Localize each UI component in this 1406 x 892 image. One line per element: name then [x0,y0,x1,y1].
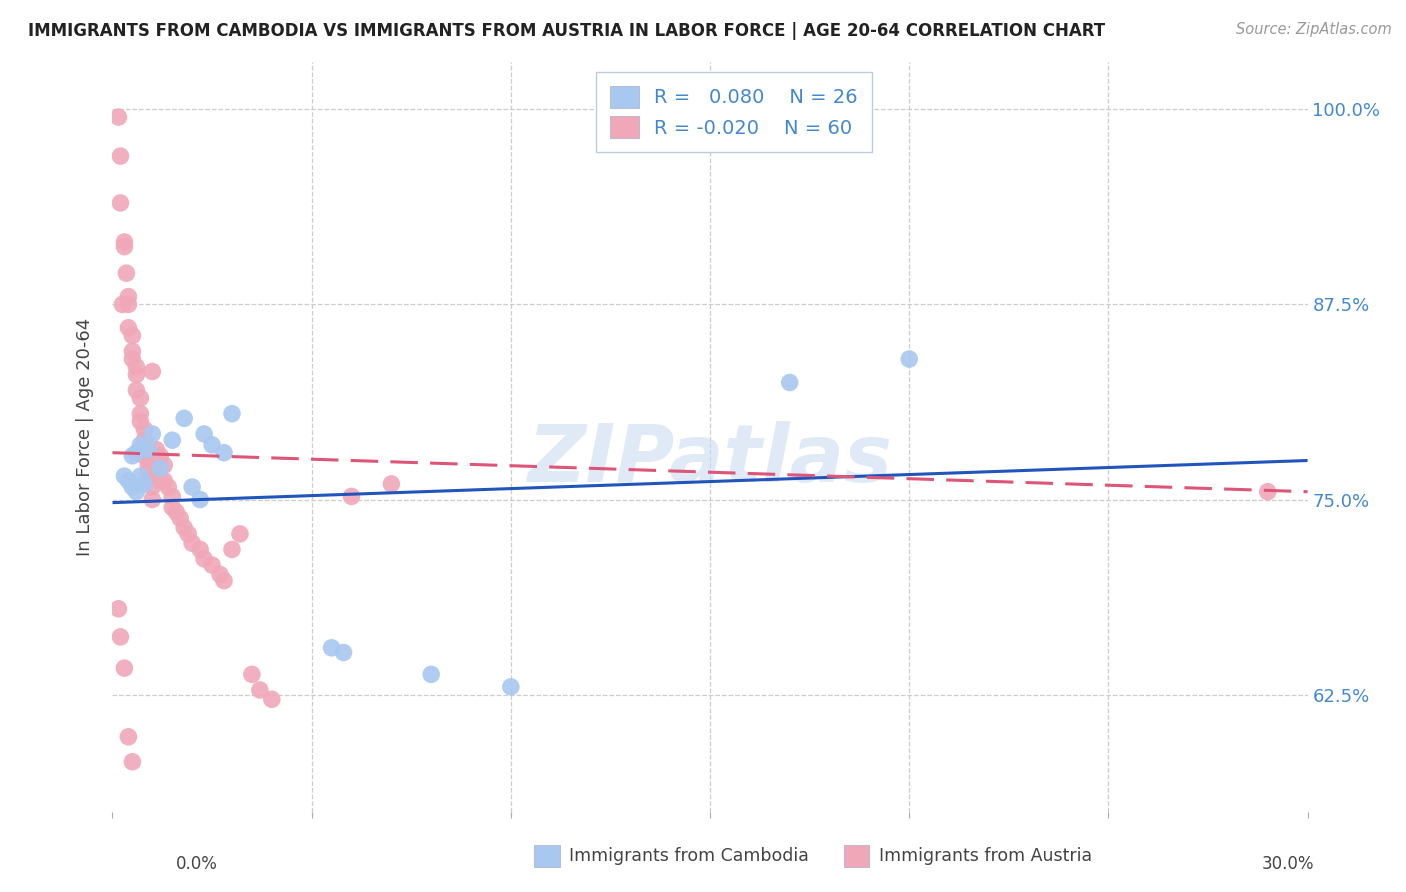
Point [162,489,183,503]
Point [129,391,152,405]
Point [121,344,143,359]
Point [149,474,172,488]
Point [110,149,132,163]
Point [321,640,343,655]
Point [249,683,271,698]
Point [117,289,139,303]
Point [121,449,143,463]
Point [165,505,187,519]
Point [134,476,156,491]
Text: Immigrants from Cambodia: Immigrants from Cambodia [569,847,810,865]
Point [149,449,172,463]
Point [121,328,143,343]
Point [499,680,522,694]
Point [125,484,148,499]
Point [115,266,138,280]
Point [157,480,180,494]
Point [117,321,139,335]
Point [114,235,135,249]
Point [141,492,163,507]
Y-axis label: In Labor Force | Age 20-64: In Labor Force | Age 20-64 [76,318,94,557]
Point [141,426,163,441]
Point [181,480,204,494]
Legend: R =   0.080    N = 26, R = -0.020    N = 60: R = 0.080 N = 26, R = -0.020 N = 60 [596,72,872,152]
Text: Immigrants from Austria: Immigrants from Austria [879,847,1092,865]
Point [110,195,132,210]
Point [129,407,152,421]
Point [138,458,160,473]
Point [188,492,211,507]
Point [173,411,195,425]
Point [138,465,160,479]
Point [153,458,176,473]
Point [212,574,235,588]
Point [260,692,283,706]
Point [162,434,183,448]
FancyBboxPatch shape [534,845,560,867]
Point [193,426,215,441]
Point [209,567,232,582]
Point [125,368,148,382]
Text: IMMIGRANTS FROM CAMBODIA VS IMMIGRANTS FROM AUSTRIA IN LABOR FORCE | AGE 20-64 C: IMMIGRANTS FROM CAMBODIA VS IMMIGRANTS F… [28,22,1105,40]
Point [114,240,135,254]
Point [193,551,215,566]
Point [173,521,195,535]
Point [121,755,143,769]
Point [117,730,139,744]
Point [332,645,354,659]
Point [129,469,152,483]
Point [107,110,129,124]
Point [177,526,200,541]
Point [153,474,176,488]
Point [201,558,224,573]
Point [117,474,139,488]
Point [134,434,156,448]
Point [121,480,143,494]
Point [420,667,443,681]
Point [221,407,243,421]
Point [114,661,135,675]
Point [117,297,139,311]
Point [1257,484,1279,499]
Point [141,364,163,378]
Text: Source: ZipAtlas.com: Source: ZipAtlas.com [1236,22,1392,37]
Point [107,602,129,616]
Point [125,445,148,460]
Text: 0.0%: 0.0% [176,855,218,872]
Point [240,667,263,681]
Text: ZIPatlas: ZIPatlas [527,420,893,499]
Point [380,476,402,491]
FancyBboxPatch shape [844,845,869,867]
Point [181,536,204,550]
Point [141,469,163,483]
Point [898,352,921,367]
Point [162,500,183,515]
Point [149,461,172,475]
Point [125,359,148,374]
Point [138,442,160,457]
Point [221,542,243,557]
Point [134,449,156,463]
Point [145,461,167,475]
Point [169,511,191,525]
Point [188,542,211,557]
Point [134,422,156,436]
Point [229,526,252,541]
Point [145,442,167,457]
Point [121,352,143,367]
Point [129,438,152,452]
Point [141,480,163,494]
Point [129,414,152,428]
Point [111,297,134,311]
Point [125,383,148,397]
Text: 30.0%: 30.0% [1263,855,1315,872]
Point [201,438,224,452]
Point [110,630,132,644]
Point [212,445,235,460]
Point [779,376,801,390]
Point [114,469,135,483]
Point [340,489,363,503]
